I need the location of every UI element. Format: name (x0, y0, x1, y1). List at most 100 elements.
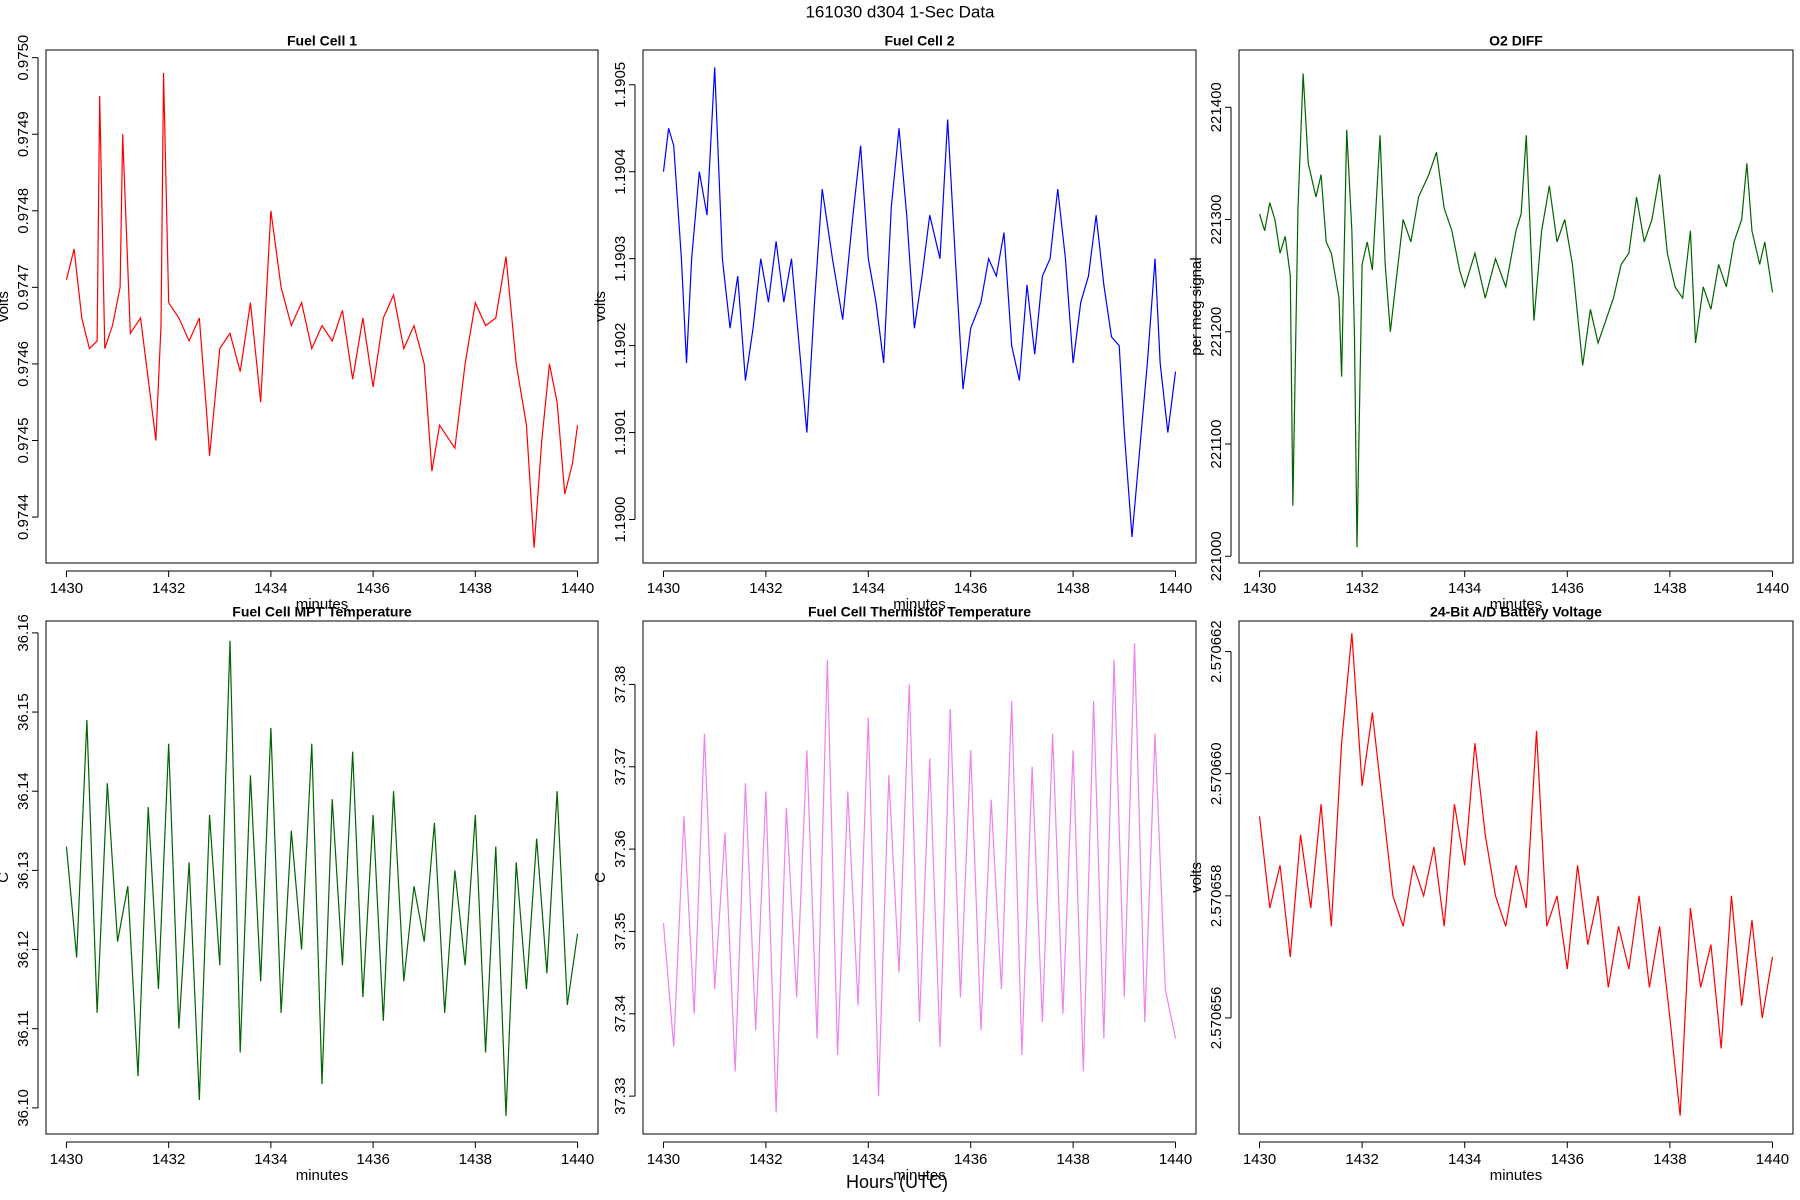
y-tick-label: 37.33 (612, 1077, 629, 1115)
y-tick-label: 221000 (1208, 531, 1225, 581)
figure-title: 161030 d304 1-Sec Data (805, 2, 995, 21)
x-axis-label: minutes (893, 1167, 946, 1184)
y-tick-label: 36.10 (15, 1089, 32, 1127)
plot-frame (45, 620, 599, 1135)
plot-frame (45, 49, 599, 564)
x-axis-label: minutes (1490, 596, 1543, 613)
plot-frame (1238, 620, 1794, 1135)
x-tick-label: 1434 (254, 1151, 287, 1168)
x-tick-label: 1430 (1243, 1151, 1276, 1168)
y-axis-label: C (0, 872, 12, 883)
data-line (662, 643, 1177, 1113)
y-tick-label: 221100 (1208, 420, 1225, 469)
x-tick-label: 1440 (1756, 1151, 1789, 1168)
plot-frame (642, 620, 1197, 1135)
y-tick-label: 36.15 (15, 693, 32, 731)
x-tick-label: 1438 (459, 1151, 492, 1168)
x-axis-label: minutes (1490, 1167, 1543, 1184)
x-tick-label: 1438 (1056, 580, 1089, 597)
y-tick-label: 221200 (1208, 307, 1225, 357)
x-tick-label: 1436 (954, 1151, 987, 1168)
x-tick-label: 1430 (1243, 580, 1276, 597)
y-tick-label: 0.9744 (15, 494, 32, 540)
y-axis-label: volts (1188, 862, 1205, 893)
y-tick-label: 0.9750 (15, 35, 32, 81)
x-tick-label: 1436 (356, 1151, 389, 1168)
x-tick-label: 1436 (954, 580, 987, 597)
chart-title: Fuel Cell 1 (287, 33, 357, 49)
y-tick-label: 0.9745 (15, 418, 32, 464)
x-axis-label: minutes (893, 596, 946, 613)
x-tick-label: 1436 (1551, 580, 1584, 597)
x-tick-label: 1430 (50, 580, 83, 597)
y-tick-label: 2.570660 (1208, 742, 1225, 805)
x-tick-label: 1432 (749, 580, 782, 597)
x-tick-label: 1430 (647, 1151, 680, 1168)
y-tick-label: 36.16 (15, 614, 32, 652)
y-tick-label: 2.570656 (1208, 987, 1225, 1050)
y-tick-label: 1.1905 (612, 62, 629, 108)
y-tick-label: 1.1904 (612, 149, 629, 195)
y-tick-label: 2.570662 (1208, 620, 1225, 683)
y-tick-label: 0.9748 (15, 188, 32, 234)
x-tick-label: 1434 (852, 580, 885, 597)
data-line (1258, 633, 1774, 1116)
chart-title: Fuel Cell 2 (884, 33, 954, 49)
x-tick-label: 1430 (50, 1151, 83, 1168)
y-tick-label: 36.12 (15, 931, 32, 969)
y-tick-label: 0.9747 (15, 264, 32, 310)
y-tick-label: 36.14 (15, 772, 32, 810)
y-tick-label: 1.1902 (612, 323, 629, 369)
x-tick-label: 1430 (647, 580, 680, 597)
y-tick-label: 1.1900 (612, 497, 629, 543)
y-tick-label: 2.570658 (1208, 865, 1225, 928)
x-tick-label: 1438 (1653, 1151, 1686, 1168)
y-tick-label: 37.37 (612, 748, 629, 786)
x-tick-label: 1438 (459, 580, 492, 597)
x-tick-label: 1440 (1159, 1151, 1192, 1168)
x-tick-label: 1436 (1551, 1151, 1584, 1168)
y-tick-label: 0.9749 (15, 111, 32, 157)
plot-frame (642, 49, 1197, 564)
x-tick-label: 1434 (254, 580, 287, 597)
y-axis-label: C (592, 872, 609, 883)
x-tick-label: 1432 (749, 1151, 782, 1168)
x-tick-label: 1434 (1448, 1151, 1481, 1168)
x-axis-label: minutes (296, 1167, 349, 1184)
y-tick-label: 37.38 (612, 666, 629, 704)
x-tick-label: 1438 (1056, 1151, 1089, 1168)
y-tick-label: 37.36 (612, 830, 629, 868)
y-tick-label: 1.1901 (612, 410, 629, 456)
x-tick-label: 1436 (356, 580, 389, 597)
chart-title: Fuel Cell MPT Temperature (232, 604, 412, 620)
x-axis-label: minutes (296, 596, 349, 613)
x-tick-label: 1440 (1159, 580, 1192, 597)
chart-title: Fuel Cell Thermistor Temperature (808, 604, 1031, 620)
y-tick-label: 37.35 (612, 913, 629, 951)
chart-title: O2 DIFF (1489, 33, 1543, 49)
y-tick-label: 0.9746 (15, 341, 32, 387)
chart-title: 24-Bit A/D Battery Voltage (1430, 604, 1602, 620)
y-tick-label: 37.34 (612, 995, 629, 1033)
plot-frame (1238, 49, 1794, 564)
data-line (1258, 73, 1774, 548)
y-axis-label: volts (0, 291, 12, 322)
x-tick-label: 1440 (561, 1151, 594, 1168)
x-tick-label: 1434 (1448, 580, 1481, 597)
y-tick-label: 1.1903 (612, 236, 629, 282)
x-tick-label: 1432 (1345, 1151, 1378, 1168)
y-axis-label: volts (592, 291, 609, 322)
x-tick-label: 1438 (1653, 580, 1686, 597)
y-tick-label: 221300 (1208, 194, 1225, 244)
data-line (662, 67, 1177, 537)
y-axis-label: per meg signal (1188, 257, 1205, 355)
x-tick-label: 1434 (852, 1151, 885, 1168)
y-tick-label: 221400 (1208, 82, 1225, 132)
x-tick-label: 1432 (1345, 580, 1378, 597)
x-tick-label: 1432 (152, 1151, 185, 1168)
figure-xlabel: Hours (UTC) (846, 1172, 948, 1192)
x-tick-label: 1440 (561, 580, 594, 597)
x-tick-label: 1432 (152, 580, 185, 597)
